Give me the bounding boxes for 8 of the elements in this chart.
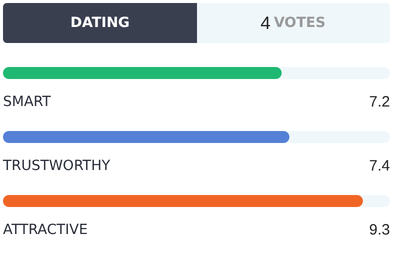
y-tick-label: ATTRACTIVE (3, 222, 88, 238)
chart-subtitle: 4 VOTES (260, 13, 326, 33)
data-label: 9.3 (369, 222, 390, 238)
y-tick-label: SMART (3, 94, 52, 110)
data-label: 7.2 (369, 94, 390, 110)
y-tick-label: TRUSTWORTHY (2, 158, 111, 174)
chart-title: DATING (70, 15, 130, 31)
data-label: 7.4 (369, 158, 390, 174)
